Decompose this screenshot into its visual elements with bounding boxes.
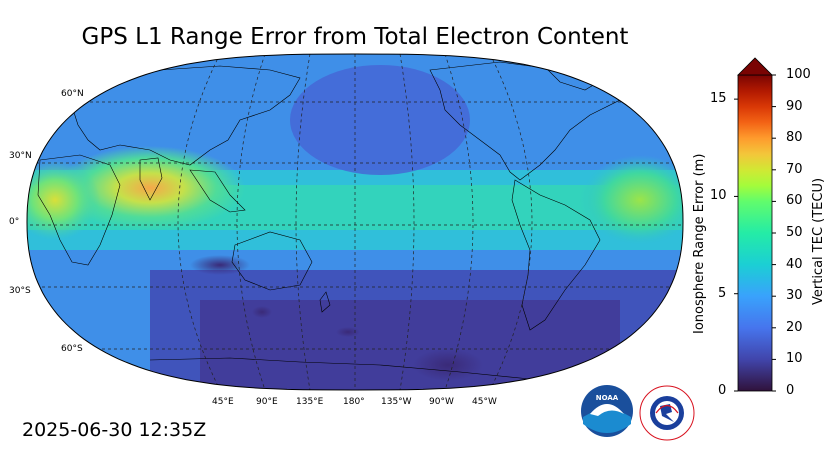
lon-label-135w: 135°W [381,397,412,407]
tec-tick-label: 30 [786,288,803,304]
lat-label-30n: 30°N [9,151,32,161]
globe [27,54,683,390]
agency-logos: NOAA [581,385,695,441]
lon-label-90w: 90°W [429,397,454,407]
tec-tick-label: 90 [786,98,803,114]
graticule-meridian [444,54,474,390]
range-tick-label: 0 [718,383,727,398]
range-tick-label: 15 [710,91,727,107]
noaa-logo: NOAA [581,385,633,437]
tec-tick-label: 20 [786,319,803,335]
tec-tick-label: 70 [786,161,803,177]
lon-label-180: 180° [343,397,365,407]
colorbar-extend-arrow [737,57,773,76]
graticule-meridian [489,54,533,390]
lon-label-90e: 90°E [256,397,278,407]
chart-title: GPS L1 Range Error from Total Electron C… [81,24,629,50]
tec-tick-label: 0 [786,383,795,398]
graticule-meridian [399,54,415,390]
tec-tick-label: 80 [786,130,803,146]
timestamp: 2025-06-30 12:35Z [22,419,207,441]
nws-logo [639,385,695,441]
tec-tick-label: 40 [786,256,803,272]
tec-tick-label: 100 [786,67,811,82]
tec-tick-label: 60 [786,193,803,209]
globe-outline [26,53,684,391]
lon-label-45w: 45°W [472,397,497,407]
lon-label-45e: 45°E [212,397,234,407]
graticule-meridian [295,54,311,390]
graticule [27,54,683,390]
tec-tick-label: 10 [786,351,803,367]
lat-label-30s: 30°S [9,286,31,296]
range-error-axis-label: Ionosphere Range Error (m) [692,153,707,334]
range-tick-label: 5 [718,285,727,301]
lat-label-60n: 60°N [61,89,84,99]
graticule-meridian [236,54,266,390]
range-tick-label: 10 [710,188,727,204]
lon-label-135e: 135°E [296,397,324,407]
colorbar [734,57,776,392]
lat-label-0: 0° [9,217,20,227]
tec-tick-label: 50 [786,225,803,240]
graticule-meridian [177,54,221,390]
lat-label-60s: 60°S [61,344,83,354]
svg-text:NOAA: NOAA [596,394,619,402]
tec-axis-label: Vertical TEC (TECU) [811,177,826,305]
